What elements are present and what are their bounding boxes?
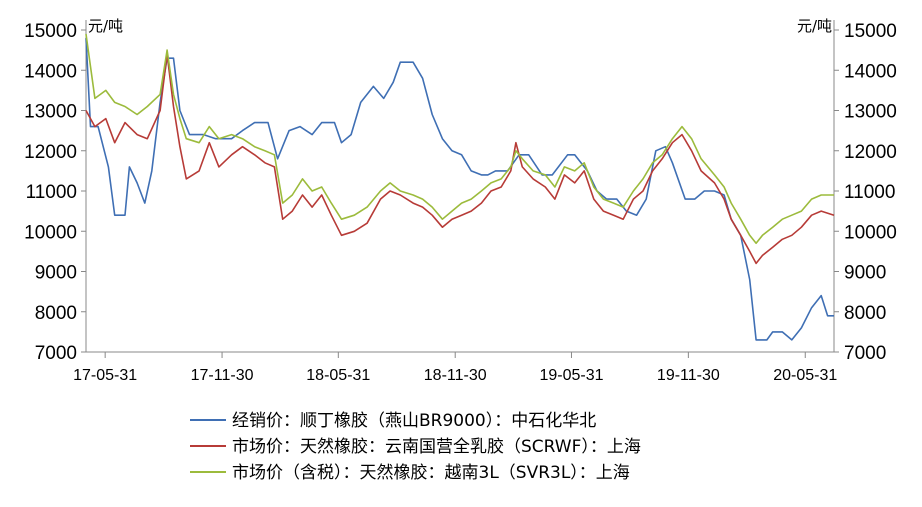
y-unit-left: 元/吨 [88,17,123,35]
chart-axes: 7000 7000 8000 8000 9000 9000 10000 10000 11000 1… [24,20,897,384]
y-tick-label-right: 7000 [844,343,886,364]
x-tick-label: 18-11-30 [424,367,487,384]
y-tick-label-left: 12000 [24,142,77,163]
y-tick-label-right: 12000 [844,142,897,163]
y-tick-label-right: 9000 [844,263,886,284]
x-tick-label: 20-05-31 [773,367,837,384]
y-tick-label-left: 10000 [24,222,77,243]
y-tick-label-right: 10000 [844,222,897,243]
legend-label-1: 经销价：顺丁橡胶（燕山BR9000）：中石化华北 [232,411,596,431]
y-tick-label-right: 13000 [844,102,897,123]
y-tick-label-right: 14000 [844,61,897,82]
chart-series [85,33,835,341]
legend-label-2: 市场价：天然橡胶：云南国营全乳胶（SCRWF）：上海 [232,437,641,457]
y-tick-label-left: 15000 [24,21,77,42]
x-tick-label: 18-05-31 [306,367,370,384]
series-line-2 [85,53,835,265]
series-line-3 [85,33,834,245]
x-tick-label: 19-11-30 [657,367,720,384]
x-tick-label: 17-11-30 [191,367,254,384]
y-tick-label-left: 14000 [24,61,77,82]
y-tick-label-right: 11000 [844,182,895,203]
y-unit-right: 元/吨 [797,17,832,35]
y-tick-label-left: 9000 [35,263,77,284]
legend-label-3: 市场价（含税）：天然橡胶：越南3L（SVR3L）：上海 [232,463,630,483]
y-tick-label-left: 13000 [24,102,77,123]
chart-legend: 经销价：顺丁橡胶（燕山BR9000）：中石化华北市场价：天然橡胶：云南国营全乳胶… [190,411,641,483]
y-tick-label-right: 15000 [844,21,897,42]
x-tick-label: 19-05-31 [539,367,603,384]
series-line-1 [85,38,834,341]
y-tick-label-right: 8000 [844,303,886,324]
y-tick-label-left: 11000 [26,182,77,203]
y-tick-label-left: 7000 [35,343,77,364]
x-tick-label: 17-05-31 [73,367,137,384]
y-tick-label-left: 8000 [35,303,77,324]
